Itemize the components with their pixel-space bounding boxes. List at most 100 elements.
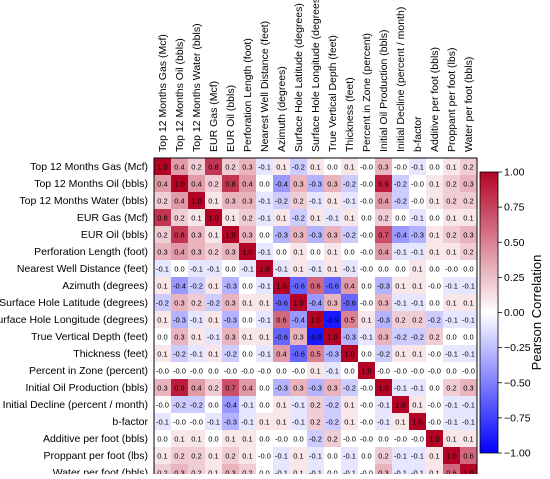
cell-value-r4-c10: 0.3 <box>327 231 337 240</box>
heatmap-cell-r12-c7 <box>273 362 291 380</box>
cell-value-r1-c7: -0.4 <box>275 180 288 189</box>
cell-value-r5-c3: 0.2 <box>208 248 218 257</box>
col-label-13: Initial Oil Production (bbls) <box>378 29 390 152</box>
cell-value-r17-c3: 0.1 <box>208 452 218 461</box>
cell-value-r8-c6: 0.1 <box>259 299 269 308</box>
cell-value-r8-c14: -0.1 <box>394 299 407 308</box>
cell-value-r6-c15: 0.1 <box>412 265 422 274</box>
cell-value-r0-c17: 0.1 <box>446 163 456 172</box>
heatmap-cell-r2-c5 <box>239 192 257 210</box>
heatmap-cell-r11-c6 <box>256 345 274 363</box>
heatmap-cell-r14-c15 <box>409 396 427 414</box>
cell-value-r7-c17: -0.1 <box>445 282 458 291</box>
cell-value-r7-c2: -0.2 <box>190 282 203 291</box>
heatmap-cell-r9-c18 <box>460 311 478 329</box>
row-label-12: Percent in Zone (percent) <box>29 365 148 377</box>
heatmap-cell-r17-c10 <box>324 447 342 465</box>
heatmap-cell-r2-c8 <box>290 192 308 210</box>
cell-value-r9-c5: 0.0 <box>242 316 252 325</box>
heatmap-cell-r13-c10 <box>324 379 342 397</box>
cell-value-r7-c16: -0.0 <box>428 282 441 291</box>
cell-value-r3-c14: 0.0 <box>395 214 405 223</box>
cell-value-r6-c5: -0.1 <box>241 265 254 274</box>
heatmap-cell-r15-c15 <box>409 413 427 431</box>
cell-value-r16-c6: 0.0 <box>259 435 269 444</box>
cell-value-r3-c13: 0.2 <box>378 214 388 223</box>
heatmap-cell-r12-c6 <box>256 362 274 380</box>
heatmap-cell-r2-c13 <box>375 192 393 210</box>
col-label-8: Surface Hole Latitude (degrees) <box>293 3 305 152</box>
cell-value-r2-c5: 0.3 <box>242 197 252 206</box>
cell-value-r4-c16: 0.1 <box>429 231 439 240</box>
heatmap-cell-r2-c14 <box>392 192 410 210</box>
cell-value-r8-c17: 0.1 <box>446 299 456 308</box>
col-label-16: Additive per foot (bbls) <box>429 47 441 152</box>
col-label-11: Thickness (feet) <box>344 77 356 152</box>
cell-value-r15-c18: -0.1 <box>462 418 475 427</box>
cell-value-r12-c2: -0.0 <box>190 367 203 376</box>
heatmap-cell-r16-c7 <box>273 430 291 448</box>
cell-value-r18-c8: 0.1 <box>293 469 303 475</box>
heatmap-cell-r16-c17 <box>443 430 461 448</box>
heatmap-cell-r9-c14 <box>392 311 410 329</box>
heatmap-cell-r3-c5 <box>239 209 257 227</box>
cell-value-r8-c2: 0.2 <box>191 299 201 308</box>
heatmap-cell-r17-c2 <box>188 447 206 465</box>
heatmap-cell-r16-c10 <box>324 430 342 448</box>
heatmap-cell-r11-c14 <box>392 345 410 363</box>
cell-value-r15-c6: 0.1 <box>259 418 269 427</box>
heatmap-cell-r4-c11 <box>341 226 359 244</box>
cell-value-r14-c9: 0.2 <box>310 401 320 410</box>
heatmap-cell-r15-c6 <box>256 413 274 431</box>
heatmap-cell-r5-c8 <box>290 243 308 261</box>
heatmap-cell-r1-c10 <box>324 175 342 193</box>
cell-value-r18-c16: 0.1 <box>429 469 439 475</box>
cell-value-r13-c4: 0.7 <box>225 384 235 393</box>
cell-value-r10-c3: -0.1 <box>207 333 220 342</box>
heatmap-cell-r6-c10 <box>324 260 342 278</box>
heatmap-cell-r6-c5 <box>239 260 257 278</box>
cell-value-r14-c7: 0.1 <box>276 401 286 410</box>
cell-value-r14-c17: -0.1 <box>445 401 458 410</box>
heatmap-cell-r16-c15 <box>409 430 427 448</box>
col-label-2: Top 12 Months Water (bbls) <box>191 23 203 152</box>
heatmap-cell-r0-c9 <box>307 158 325 176</box>
cell-value-r1-c12: -0.0 <box>360 180 373 189</box>
cell-value-r15-c10: -0.2 <box>326 418 339 427</box>
heatmap-cell-r2-c10 <box>324 192 342 210</box>
cell-value-r2-c2: 1.0 <box>191 197 201 206</box>
heatmap-cell-r6-c8 <box>290 260 308 278</box>
cell-value-r4-c11: -0.2 <box>343 231 356 240</box>
heatmap-cell-r17-c8 <box>290 447 308 465</box>
colorbar-tick-label-0: 1.00 <box>504 167 525 179</box>
heatmap-cell-r14-c0 <box>154 396 172 414</box>
cell-value-r3-c8: -0.2 <box>292 214 305 223</box>
row-label-8: Surface Hole Latitude (degrees) <box>0 297 148 309</box>
cell-value-r12-c4: -0.0 <box>224 367 237 376</box>
cell-value-r12-c14: -0.0 <box>394 367 407 376</box>
cell-value-r2-c3: 0.1 <box>208 197 218 206</box>
heatmap-cell-r11-c8 <box>290 345 308 363</box>
cell-value-r12-c1: -0.0 <box>173 367 186 376</box>
cell-value-r11-c3: 0.1 <box>208 350 218 359</box>
cell-value-r3-c18: 0.1 <box>463 214 473 223</box>
heatmap-cell-r11-c16 <box>426 345 444 363</box>
heatmap-cell-r1-c17 <box>443 175 461 193</box>
row-label-11: Thickness (feet) <box>73 348 148 360</box>
heatmap-cell-r13-c7 <box>273 379 291 397</box>
cell-value-r12-c7: 0.0 <box>276 367 286 376</box>
heatmap-cell-r4-c3 <box>205 226 223 244</box>
heatmap-cell-r12-c1 <box>171 362 189 380</box>
cell-value-r4-c6: 0.0 <box>259 231 269 240</box>
cell-value-r15-c2: -0.0 <box>190 418 203 427</box>
cell-value-r5-c1: 0.4 <box>174 248 184 257</box>
heatmap-cell-r11-c11 <box>341 345 359 363</box>
cell-value-r2-c1: 0.4 <box>174 197 184 206</box>
cell-value-r3-c11: 0.1 <box>344 214 354 223</box>
cell-value-r3-c16: 0.0 <box>429 214 439 223</box>
heatmap-cell-r17-c16 <box>426 447 444 465</box>
cell-value-r7-c7: 1.0 <box>276 282 286 291</box>
heatmap-cell-r14-c4 <box>222 396 240 414</box>
heatmap-cell-r3-c0 <box>154 209 172 227</box>
cell-value-r8-c13: 0.3 <box>378 299 388 308</box>
